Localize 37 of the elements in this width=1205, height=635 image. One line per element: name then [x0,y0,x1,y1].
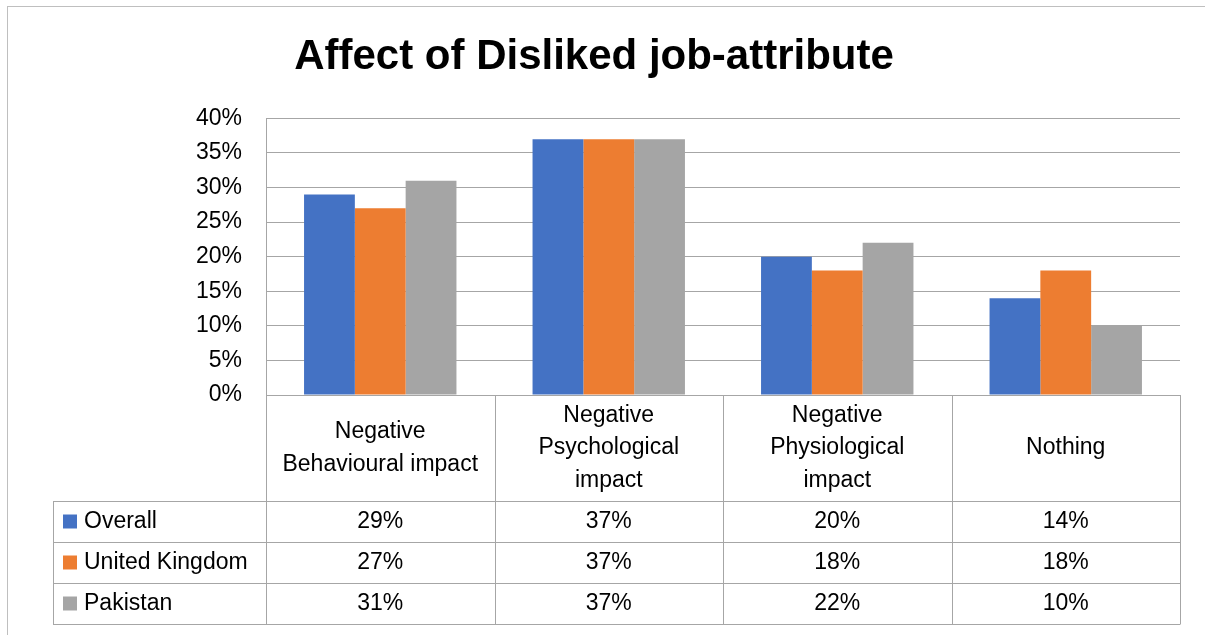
y-tick-label: 25% [195,207,242,234]
chart-title: Affect of Disliked job-attribute [294,30,894,78]
bar [583,139,635,395]
x-tick-label: Negative Behavioural impact [282,417,479,476]
bar [811,270,863,395]
x-tick-label: Negative Psychological impact [538,400,680,492]
bar [354,208,406,395]
data-label: 10% [1042,588,1089,615]
y-tick-label: 35% [195,138,242,165]
data-label: 37% [585,506,632,533]
data-label: 20% [814,506,861,533]
legend-label: Pakistan [84,588,173,615]
y-tick-label: 40% [195,103,242,130]
bar [989,298,1041,395]
data-label: 29% [357,506,404,533]
data-label: 31% [357,588,404,615]
x-tick-label: Negative Physiological impact [770,400,905,492]
y-tick-label: 0% [208,380,242,407]
y-tick-label: 10% [195,311,242,338]
data-label: 18% [814,547,861,574]
bar [304,194,355,395]
data-label: 27% [357,547,404,574]
data-label: 18% [1042,547,1089,574]
bar [1040,270,1092,395]
data-label: 14% [1042,506,1089,533]
bar [761,256,812,395]
data-label: 37% [585,547,632,574]
data-label: 37% [585,588,632,615]
legend-label: Overall [84,506,157,533]
y-tick-label: 20% [195,242,242,269]
y-tick-label: 5% [208,345,242,372]
x-tick-label: Nothing [1026,433,1106,460]
y-tick-label: 15% [195,276,242,303]
y-tick-label: 30% [195,172,242,199]
bar [532,139,584,395]
data-label: 22% [814,588,861,615]
legend-label: United Kingdom [84,547,248,574]
